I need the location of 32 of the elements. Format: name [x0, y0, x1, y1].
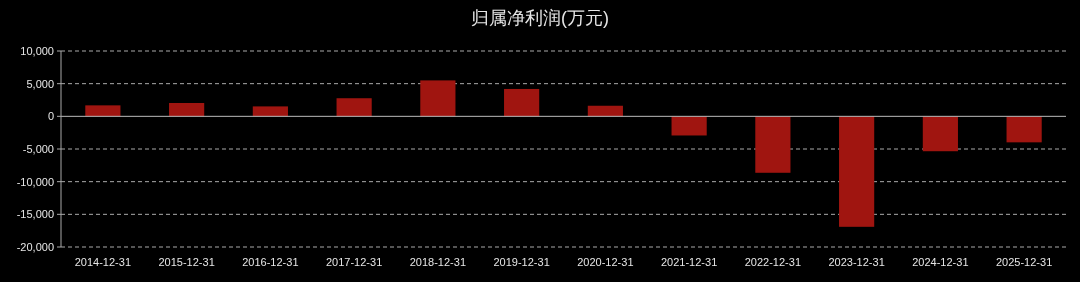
y-tick-label: 0: [47, 110, 54, 123]
bar: [671, 116, 707, 136]
bar: [420, 80, 456, 117]
y-tick-label: -20,000: [16, 241, 54, 253]
x-tick-label: 2017-12-31: [325, 256, 383, 268]
y-tick-label: 10,000: [20, 45, 54, 57]
bar: [169, 103, 205, 117]
bar: [839, 116, 875, 227]
bar: [922, 116, 958, 152]
x-tick-label: 2024-12-31: [912, 256, 969, 268]
x-tick-label: 2019-12-31: [493, 256, 550, 268]
x-tick-label: 2020-12-31: [577, 256, 634, 268]
x-tick-label: 2025-12-31: [995, 256, 1053, 268]
x-tick-label: 2018-12-31: [409, 256, 467, 268]
x-tick-label: 2021-12-31: [660, 256, 718, 268]
bar: [755, 116, 791, 173]
x-tick-label: 2023-12-31: [828, 256, 885, 268]
x-tick-label: 2022-12-31: [744, 256, 802, 268]
y-tick-label: -10,000: [16, 175, 54, 188]
x-tick-label: 2015-12-31: [158, 256, 215, 268]
y-tick-label: -5,000: [22, 143, 54, 155]
bar: [1006, 116, 1042, 143]
chart-title: 归属净利润(万元): [471, 8, 609, 28]
x-tick-label: 2016-12-31: [242, 256, 299, 268]
bar: [85, 105, 121, 117]
y-tick-label: 5,000: [26, 77, 54, 90]
bar: [336, 98, 372, 117]
y-tick-label: -15,000: [16, 208, 54, 221]
x-tick-label: 2014-12-31: [74, 256, 132, 268]
bar: [587, 105, 623, 117]
bar: [252, 106, 288, 117]
bar: [504, 88, 540, 117]
